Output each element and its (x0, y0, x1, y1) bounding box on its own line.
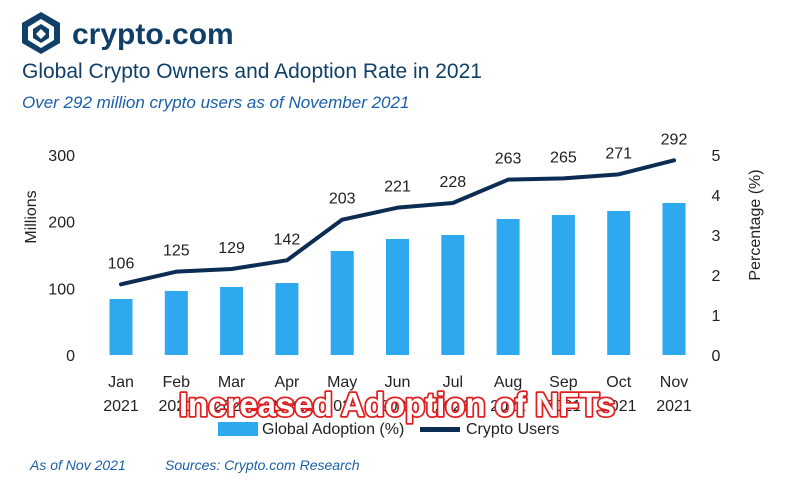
x-tick-label-month: Mar (218, 374, 246, 391)
adoption-bar (607, 211, 631, 355)
x-tick-label-month: Nov (660, 374, 688, 391)
crypto-users-data-label: 203 (329, 191, 356, 208)
x-tick-label-year: 2021 (214, 398, 250, 415)
left-tick-label: 0 (66, 348, 75, 365)
x-tick-label-year: 2021 (103, 398, 139, 415)
chart-title: Global Crypto Owners and Adoption Rate i… (22, 60, 482, 83)
overlay-caption: Increased Adoption of NFTs (179, 386, 615, 423)
adoption-bar (496, 219, 520, 355)
x-tick-label-month: Sep (549, 374, 578, 391)
adoption-bar (386, 239, 409, 355)
x-tick-label-year: 2021 (601, 398, 637, 415)
footer-sources: Sources: Crypto.com Research (165, 457, 360, 473)
legend: Global Adoption (%) Crypto Users (218, 421, 559, 438)
adoption-bar (551, 215, 575, 355)
adoption-bars (109, 203, 686, 355)
x-axis-tick-labels: Jan 2021 Feb 2021 Mar 2021 Apr 2021 May 2021 Jun 20… (103, 374, 692, 415)
x-tick-label-month: Jan (108, 374, 134, 391)
legend-label-adoption: Global Adoption (%) (262, 421, 404, 438)
adoption-bar (275, 283, 299, 355)
right-tick-label: 4 (712, 188, 721, 205)
right-axis-title: Percentage (%) (747, 169, 764, 280)
x-tick-label-month: Apr (274, 374, 300, 391)
x-tick-label-year: 2021 (490, 398, 526, 415)
crypto-com-lion-shield-icon (22, 12, 60, 54)
x-tick-label-year: 2021 (159, 398, 195, 415)
x-tick-label-year: 2021 (380, 398, 416, 415)
x-tick-label-year: 2021 (546, 398, 582, 415)
right-axis-ticks: 0 1 2 3 4 5 (712, 148, 721, 365)
left-tick-label: 100 (48, 281, 75, 298)
adoption-bar (109, 299, 133, 355)
x-tick-label-month: Jun (385, 374, 411, 391)
x-tick-label-month: Oct (606, 374, 631, 391)
legend-swatch-users (420, 427, 460, 432)
adoption-bar (662, 203, 686, 355)
crypto-users-data-label: 228 (439, 174, 466, 191)
crypto-com-logo: crypto.com (22, 12, 234, 54)
crypto-users-data-label: 106 (108, 255, 135, 272)
adoption-bar (441, 235, 465, 355)
adoption-bar (164, 291, 188, 355)
right-tick-label: 2 (712, 268, 721, 285)
chart-subtitle: Over 292 million crypto users as of Nove… (22, 93, 409, 112)
footer-as-of: As of Nov 2021 (29, 457, 126, 473)
adoption-bar (220, 287, 244, 355)
crypto-users-line (119, 158, 676, 287)
crypto-users-data-label: 292 (661, 131, 688, 148)
x-tick-label-year: 2021 (435, 398, 471, 415)
legend-label-users: Crypto Users (466, 421, 559, 438)
left-axis-title: Millions (23, 190, 40, 243)
crypto-users-data-labels: 106 125 129 142 203 221 228 263 265 271 292 (108, 131, 688, 272)
crypto-users-data-label: 221 (384, 179, 411, 196)
x-tick-label-year: 2021 (656, 398, 692, 415)
x-tick-label-year: 2021 (324, 398, 360, 415)
right-tick-label: 0 (712, 348, 721, 365)
x-tick-label-year: 2021 (269, 398, 305, 415)
adoption-bar (330, 251, 354, 355)
right-tick-label: 3 (712, 228, 721, 245)
x-tick-label-month: Jul (443, 374, 463, 391)
left-tick-label: 300 (48, 148, 75, 165)
right-tick-label: 1 (712, 308, 721, 325)
left-axis-ticks: 0 100 200 300 (48, 148, 75, 365)
crypto-users-data-label: 271 (605, 145, 632, 162)
x-tick-label-month: Aug (494, 374, 522, 391)
crypto-users-data-label: 129 (218, 240, 245, 257)
legend-swatch-adoption (218, 422, 258, 436)
crypto-users-data-label: 142 (274, 231, 301, 248)
crypto-users-data-label: 263 (495, 151, 522, 168)
brand-name: crypto.com (72, 18, 234, 51)
x-tick-label-month: Feb (163, 374, 191, 391)
x-tick-label-month: May (327, 374, 357, 391)
crypto-users-data-label: 125 (163, 243, 190, 260)
right-tick-label: 5 (712, 148, 721, 165)
crypto-users-line-group (119, 158, 676, 287)
crypto-users-data-label: 265 (550, 149, 577, 166)
left-tick-label: 200 (48, 215, 75, 232)
